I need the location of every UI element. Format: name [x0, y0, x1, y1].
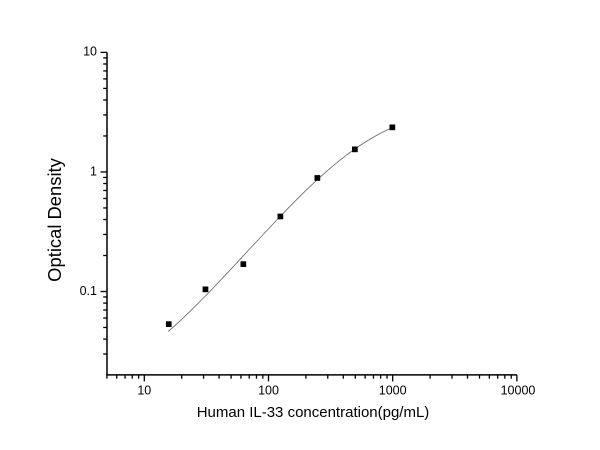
svg-text:100: 100 — [258, 384, 279, 398]
svg-text:1000: 1000 — [379, 384, 407, 398]
svg-text:Optical Density: Optical Density — [44, 157, 65, 281]
svg-text:10000: 10000 — [501, 384, 536, 398]
svg-text:10: 10 — [137, 384, 151, 398]
svg-text:Human IL-33 concentration(pg/m: Human IL-33 concentration(pg/mL) — [197, 404, 430, 421]
svg-text:1: 1 — [90, 164, 97, 178]
svg-text:0.1: 0.1 — [80, 284, 97, 298]
svg-text:10: 10 — [83, 45, 97, 59]
